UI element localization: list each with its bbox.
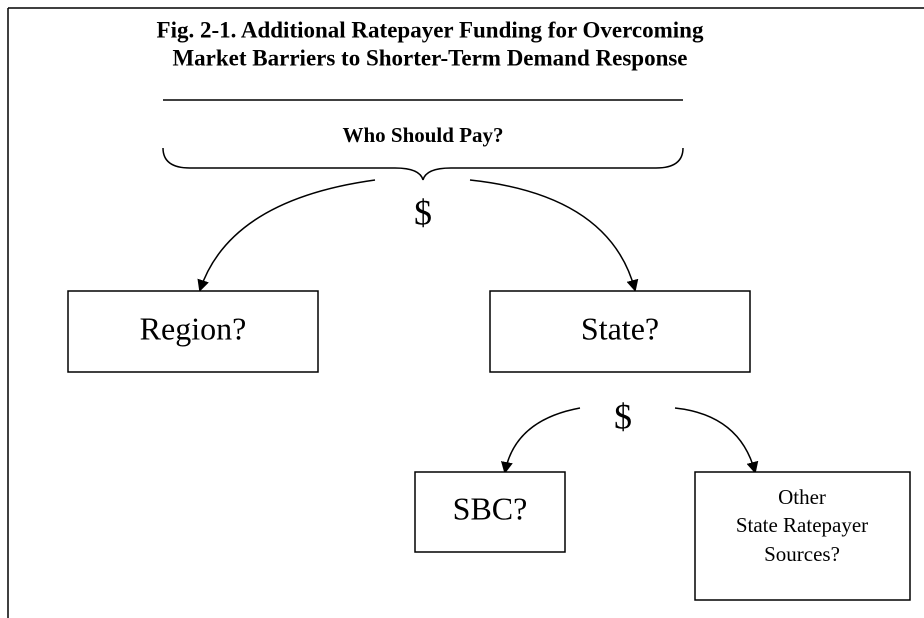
arrow — [469, 179, 639, 292]
question: Who Should Pay? — [342, 123, 503, 147]
node-box — [414, 471, 566, 553]
dollar: $ — [614, 396, 632, 436]
node-label: State? — [581, 310, 659, 346]
node-label: Other — [778, 485, 826, 509]
node-box — [67, 290, 319, 373]
title-line: Market Barriers to Shorter-Term Demand R… — [172, 45, 687, 70]
arrow — [674, 407, 759, 474]
node-label: State Ratepayer — [736, 513, 868, 537]
dollar: $ — [414, 192, 432, 232]
node-box — [489, 290, 751, 373]
node-label: Region? — [140, 310, 247, 346]
arrow — [197, 179, 376, 292]
title-line: Fig. 2-1. Additional Ratepayer Funding f… — [157, 17, 704, 42]
node-label: SBC? — [453, 490, 528, 526]
brace — [162, 147, 684, 181]
arrow — [501, 407, 581, 474]
node-box — [694, 471, 911, 601]
node-label: Sources? — [764, 542, 840, 566]
